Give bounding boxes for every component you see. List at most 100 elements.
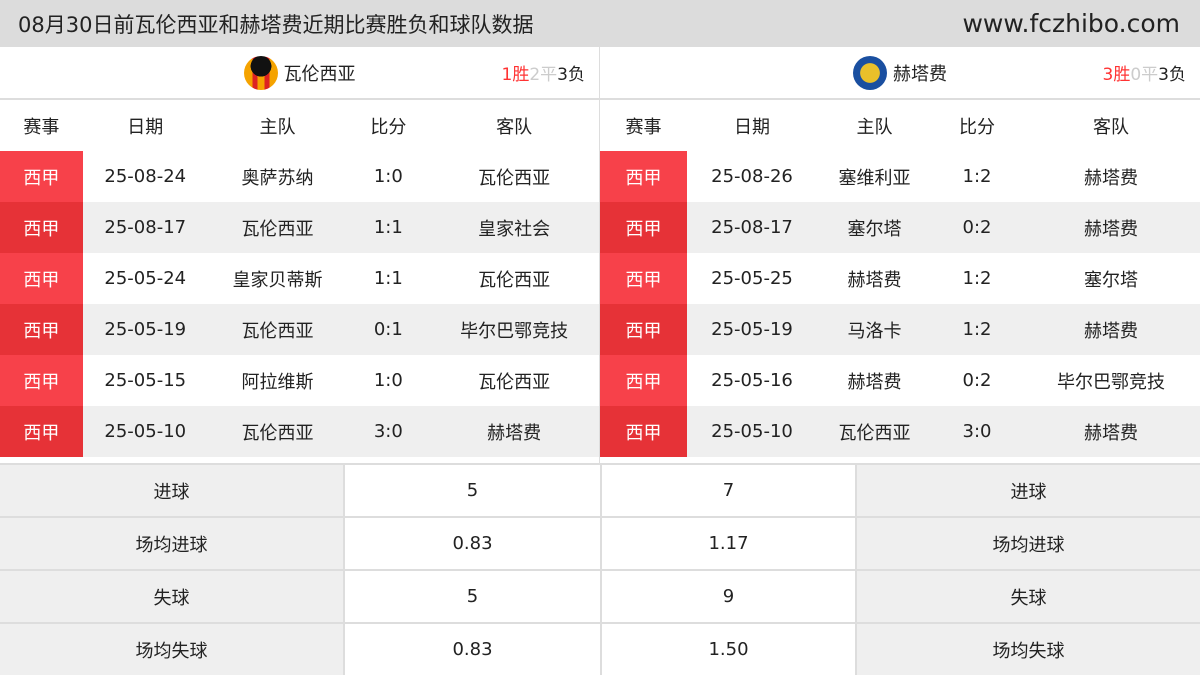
column-header: 赛事: [625, 116, 662, 138]
getafe-crest-icon: [853, 55, 887, 90]
page-title: 08月30日前瓦伦西亚和赫塔费近期比赛胜负和球队数据: [18, 12, 534, 37]
away-team-cell[interactable]: 赫塔费: [1084, 422, 1138, 444]
score-cell: 0:1: [373, 319, 403, 340]
date-cell: 25-05-19: [711, 319, 793, 340]
home-team-cell[interactable]: 瓦伦西亚: [241, 422, 314, 444]
team-name[interactable]: 赫塔费: [893, 63, 947, 85]
column-header: 赛事: [23, 116, 60, 138]
valencia-panel: 瓦伦西亚 1胜2平3负 赛事 日期 主队 比分 客队 西甲 25-08-24 奥萨苏纳 1:0 瓦伦…: [0, 47, 600, 463]
home-team-cell[interactable]: 瓦伦西亚: [241, 320, 314, 342]
away-team-cell[interactable]: 赫塔费: [1084, 218, 1138, 240]
score-cell: 1:2: [962, 268, 992, 289]
column-header: 比分: [959, 116, 995, 138]
team-record: 3胜0平3负: [1103, 60, 1186, 85]
match-row[interactable]: 西甲 25-08-17 瓦伦西亚 1:1 皇家社会: [0, 202, 599, 253]
match-row[interactable]: 西甲 25-05-24 皇家贝蒂斯 1:1 瓦伦西亚: [0, 253, 599, 304]
draws: 2平: [529, 65, 558, 85]
stat-row: 场均进球 0.83 1.17 场均进球: [0, 516, 1200, 569]
away-team-cell[interactable]: 瓦伦西亚: [478, 167, 551, 189]
losses: 3负: [557, 65, 585, 85]
date-cell: 25-05-19: [104, 319, 187, 340]
valencia-stat-value: 5: [343, 465, 600, 516]
league-cell: 西甲: [0, 202, 83, 253]
away-team-cell[interactable]: 赫塔费: [1084, 167, 1138, 189]
home-team-cell[interactable]: 阿拉维斯: [241, 371, 314, 393]
site-url[interactable]: www.fczhibo.com: [962, 9, 1180, 38]
away-team-cell[interactable]: 毕尔巴鄂竞技: [460, 320, 569, 342]
away-team-cell[interactable]: 瓦伦西亚: [478, 371, 551, 393]
score-cell: 1:0: [373, 166, 403, 187]
away-team-cell[interactable]: 赫塔费: [487, 422, 542, 444]
valencia-stat-value: 0.83: [343, 624, 600, 675]
stat-label: 场均进球: [0, 518, 343, 569]
league-cell: 西甲: [600, 304, 687, 355]
stat-row: 失球 5 9 失球: [0, 569, 1200, 622]
away-team-cell[interactable]: 皇家社会: [478, 218, 551, 240]
league-cell: 西甲: [0, 304, 83, 355]
match-row[interactable]: 西甲 25-05-19 瓦伦西亚 0:1 毕尔巴鄂竞技: [0, 304, 599, 355]
match-row[interactable]: 西甲 25-05-10 瓦伦西亚 3:0 赫塔费: [600, 406, 1200, 457]
date-cell: 25-08-24: [104, 166, 187, 187]
date-cell: 25-05-16: [711, 370, 793, 391]
score-cell: 1:1: [373, 268, 403, 289]
stat-label: 失球: [855, 571, 1200, 622]
score-cell: 1:2: [962, 166, 992, 187]
date-cell: 25-05-24: [104, 268, 187, 289]
score-cell: 1:1: [373, 217, 403, 238]
team-header: 瓦伦西亚 1胜2平3负: [0, 47, 599, 100]
stat-label: 场均进球: [855, 518, 1200, 569]
getafe-panel: 赫塔费 3胜0平3负赛事 日期 主队 比分 客队西甲 25-08-26 塞维利亚 1:2 赫塔费…: [600, 47, 1200, 463]
date-cell: 25-08-17: [711, 217, 793, 238]
getafe-stat-value: 1.17: [600, 518, 855, 569]
score-cell: 3:0: [373, 421, 403, 442]
match-row[interactable]: 西甲 25-05-10 瓦伦西亚 3:0 赫塔费: [0, 406, 599, 457]
league-cell: 西甲: [0, 406, 83, 457]
stat-row: 场均失球 0.83 1.50 场均失球: [0, 622, 1200, 675]
home-team-cell[interactable]: 塞维利亚: [838, 167, 911, 189]
league-cell: 西甲: [0, 253, 83, 304]
home-team-cell[interactable]: 马洛卡: [847, 320, 902, 342]
valencia-crest-icon: [243, 55, 278, 90]
league-cell: 西甲: [600, 202, 687, 253]
draws: 0平: [1130, 65, 1159, 85]
away-team-cell[interactable]: 赫塔费: [1084, 320, 1138, 342]
home-team-cell[interactable]: 瓦伦西亚: [241, 218, 314, 240]
away-team-cell[interactable]: 毕尔巴鄂竞技: [1057, 371, 1165, 393]
match-row[interactable]: 西甲 25-05-25 赫塔费 1:2 塞尔塔: [600, 253, 1200, 304]
stat-label: 进球: [855, 465, 1200, 516]
column-header: 主队: [856, 116, 893, 138]
match-row[interactable]: 西甲 25-05-15 阿拉维斯 1:0 瓦伦西亚: [0, 355, 599, 406]
league-cell: 西甲: [600, 151, 687, 202]
getafe-stat-value: 9: [600, 571, 855, 622]
losses: 3负: [1158, 65, 1186, 85]
home-team-cell[interactable]: 塞尔塔: [847, 218, 902, 240]
stat-label: 进球: [0, 465, 343, 516]
away-team-cell[interactable]: 瓦伦西亚: [478, 269, 551, 291]
match-row[interactable]: 西甲 25-08-24 奥萨苏纳 1:0 瓦伦西亚: [0, 151, 599, 202]
valencia-stat-value: 5: [343, 571, 600, 622]
date-cell: 25-05-10: [104, 421, 187, 442]
league-cell: 西甲: [600, 253, 687, 304]
date-cell: 25-08-26: [711, 166, 793, 187]
score-cell: 0:2: [962, 217, 992, 238]
date-cell: 25-05-10: [711, 421, 793, 442]
match-row[interactable]: 西甲 25-05-19 马洛卡 1:2 赫塔费: [600, 304, 1200, 355]
column-header: 日期: [734, 116, 770, 138]
away-team-cell[interactable]: 塞尔塔: [1084, 269, 1138, 291]
home-team-cell[interactable]: 奥萨苏纳: [241, 167, 314, 189]
score-cell: 0:2: [962, 370, 992, 391]
match-row[interactable]: 西甲 25-08-26 塞维利亚 1:2 赫塔费: [600, 151, 1200, 202]
column-header: 客队: [496, 116, 533, 138]
home-team-cell[interactable]: 瓦伦西亚: [838, 422, 911, 444]
team-name[interactable]: 瓦伦西亚: [283, 63, 356, 85]
stat-label: 场均失球: [0, 624, 343, 675]
date-cell: 25-05-25: [711, 268, 793, 289]
match-row[interactable]: 西甲 25-05-16 赫塔费 0:2 毕尔巴鄂竞技: [600, 355, 1200, 406]
column-header: 客队: [1093, 116, 1129, 138]
wins: 1胜: [501, 65, 530, 85]
home-team-cell[interactable]: 赫塔费: [847, 269, 902, 291]
home-team-cell[interactable]: 皇家贝蒂斯: [232, 269, 323, 291]
header-bar: 08月30日前瓦伦西亚和赫塔费近期比赛胜负和球队数据 www.fczhibo.c…: [0, 0, 1200, 47]
match-row[interactable]: 西甲 25-08-17 塞尔塔 0:2 赫塔费: [600, 202, 1200, 253]
home-team-cell[interactable]: 赫塔费: [847, 371, 902, 393]
